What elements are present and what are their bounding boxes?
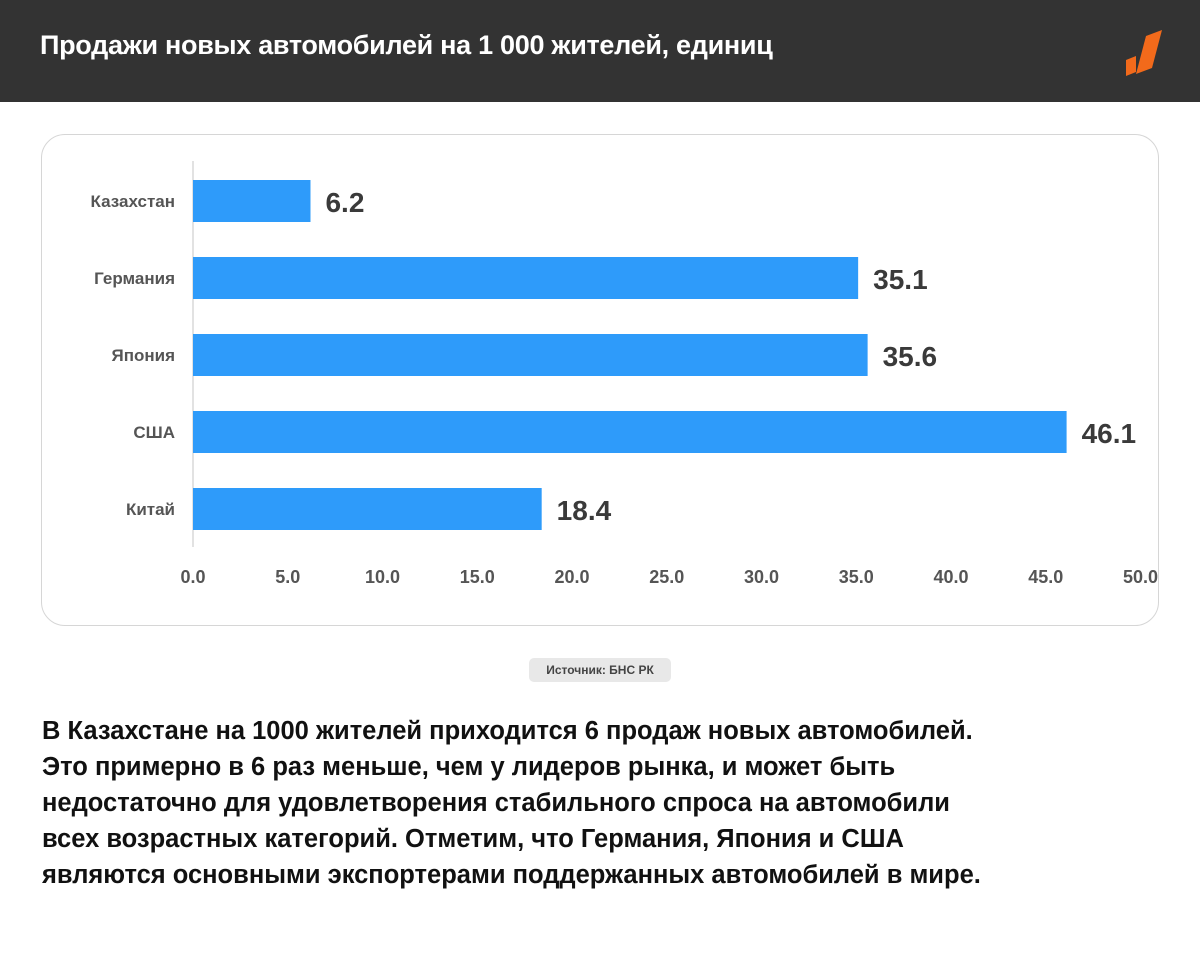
value-label: 35.1 bbox=[873, 264, 928, 295]
tick-label: 0.0 bbox=[180, 567, 205, 587]
logo-icon bbox=[1126, 30, 1162, 76]
tick-label: 25.0 bbox=[649, 567, 684, 587]
tick-label: 5.0 bbox=[275, 567, 300, 587]
tick-label: 50.0 bbox=[1123, 567, 1158, 587]
bar-chart: Казахстан 6.2 Германия 35.1 Япония 35.6 США 46.… bbox=[91, 161, 1158, 587]
category-label: Казахстан bbox=[91, 192, 175, 211]
summary-line: В Казахстане на 1000 жителей приходится … bbox=[42, 717, 973, 745]
value-label: 35.6 bbox=[883, 341, 938, 372]
summary-text: В Казахстане на 1000 жителей приходится … bbox=[42, 713, 1162, 893]
header: Продажи новых автомобилей на 1 000 жител… bbox=[0, 0, 1200, 102]
chart-card: Казахстан 6.2 Германия 35.1 Япония 35.6 США 46.… bbox=[41, 134, 1159, 626]
category-label: США bbox=[133, 423, 175, 442]
category-label: Германия bbox=[94, 269, 175, 288]
tick-label: 10.0 bbox=[365, 567, 400, 587]
category-label: Китай bbox=[126, 500, 175, 519]
page-title: Продажи новых автомобилей на 1 000 жител… bbox=[40, 30, 773, 60]
tick-label: 45.0 bbox=[1028, 567, 1063, 587]
value-label: 46.1 bbox=[1082, 418, 1137, 449]
bar bbox=[193, 334, 868, 376]
value-label: 18.4 bbox=[557, 495, 612, 526]
category-label: Япония bbox=[111, 346, 175, 365]
bar bbox=[193, 488, 542, 530]
bar bbox=[193, 257, 859, 299]
tick-label: 35.0 bbox=[839, 567, 874, 587]
bar bbox=[193, 180, 311, 222]
tick-label: 20.0 bbox=[554, 567, 589, 587]
tick-label: 15.0 bbox=[460, 567, 495, 587]
tick-label: 30.0 bbox=[744, 567, 779, 587]
tick-label: 40.0 bbox=[933, 567, 968, 587]
summary-line: всех возрастных категорий. Отметим, что … bbox=[42, 825, 904, 853]
summary-line: Это примерно в 6 раз меньше, чем у лидер… bbox=[42, 753, 896, 781]
summary-line: являются основными экспортерами поддержа… bbox=[42, 861, 981, 889]
bar bbox=[193, 411, 1067, 453]
source-badge: Источник: БНС РК bbox=[529, 658, 671, 682]
summary-line: недостаточно для удовлетворения стабильн… bbox=[42, 789, 950, 817]
value-label: 6.2 bbox=[325, 187, 364, 218]
